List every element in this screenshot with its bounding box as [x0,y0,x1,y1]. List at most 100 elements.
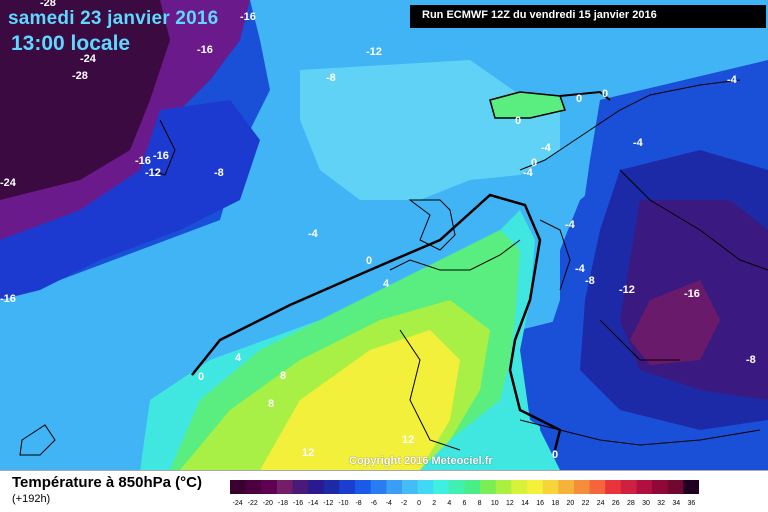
map-value-label: 12 [402,434,414,446]
run-info-box [410,5,766,28]
scale-swatch [433,480,450,494]
map-value-label: -8 [585,275,595,287]
zone-pale-cyan [300,60,560,200]
scale-tick-label: 18 [551,500,559,507]
map-value-label: -8 [746,354,756,366]
copyright-notice: Copyright 2016 Meteociel.fr [349,455,493,467]
zone-blue-west [0,100,260,300]
scale-tick-label: -16 [293,500,303,507]
color-scale: -24 -22 -20 -18 -16 -14 -12 -10 -8 -6 -4 -2 0 2 4 6 8 10 1… [230,480,699,507]
scale-tick-label: 32 [657,500,665,507]
map-value-label: -12 [619,284,635,296]
map-value-label: 4 [235,352,242,364]
run-info-text: Run ECMWF 12Z du vendredi 15 janvier 201… [422,9,657,21]
map-value-label: 8 [280,370,286,382]
scale-tick-label: -6 [371,500,377,507]
temperature-map: -28 -16 -24 -28 -16 -12 -8 -16 -16 -12 -… [0,0,768,470]
scale-swatch [245,480,262,494]
map-value-label: -4 [727,74,738,86]
zone-east-magenta [630,280,720,365]
scale-tick-label: 14 [521,500,529,507]
map-value-label: -24 [0,177,17,189]
scale-swatch [370,480,387,494]
isotherm-zero-main [191,193,562,451]
scale-swatch [386,480,403,494]
scale-tick-label: -4 [386,500,392,507]
scale-swatch [558,480,575,494]
scale-tick-label: 2 [432,500,436,507]
scale-swatch [417,480,434,494]
scale-tick-label: 6 [463,500,467,507]
map-value-label: -16 [197,44,213,56]
map-value-label: -24 [80,53,97,65]
scale-swatch [683,480,699,494]
map-value-label: 0 [576,93,582,105]
scale-tick-label: -14 [308,500,318,507]
scale-tick-label: -18 [278,500,288,507]
map-value-label: -16 [153,150,169,162]
map-value-label: -4 [575,263,586,275]
scale-swatch [292,480,309,494]
scale-swatch [605,480,622,494]
scale-tick-label: 0 [417,500,421,507]
scale-swatch [464,480,481,494]
map-value-label: -12 [366,46,382,58]
scale-swatch [542,480,559,494]
scale-tick-label: -10 [338,500,348,507]
map-value-label: 12 [302,447,314,459]
map-value-label: -4 [565,219,576,231]
coastlines [19,79,768,456]
scale-swatch [511,480,528,494]
scale-tick-label: -24 [232,500,242,507]
legend-title: Température à 850hPa (°C) [12,474,202,491]
scale-swatch [401,480,419,494]
scale-swatch [480,480,497,494]
map-value-label: -28 [72,70,88,82]
forecast-time: 13:00 locale [11,32,131,55]
map-value-label: 0 [366,255,372,267]
scale-tick-label: 34 [672,500,680,507]
scale-tick-label: -2 [401,500,407,507]
map-value-label: -16 [0,293,16,305]
map-value-label: 8 [268,398,274,410]
map-value-label: -8 [326,72,336,84]
map-value-label: -16 [135,155,151,167]
scale-swatch [261,480,278,494]
scale-swatch [355,480,372,494]
scale-swatch [573,480,591,494]
scale-tick-label: 22 [582,500,590,507]
scale-tick-label: 20 [567,500,575,507]
map-value-label: -16 [240,11,256,23]
map-value-label: 0 [198,371,204,383]
map-value-label: -12 [145,167,161,179]
map-value-label: 0 [531,157,537,169]
scale-swatch [308,480,325,494]
zone-yellow [260,330,460,470]
scale-tick-label: 10 [491,500,499,507]
scale-swatch [636,480,653,494]
map-value-label: -4 [523,167,534,179]
isotherm-zero-north [559,90,611,101]
scale-tick-label: 30 [642,500,650,507]
map-value-label: -28 [40,0,56,9]
scale-tick-label: 4 [447,500,451,507]
scale-swatch [339,480,356,494]
legend-subtitle: (+192h) [12,493,51,505]
zone-very-cold-greenland [0,0,170,200]
scale-tick-label: 8 [478,500,482,507]
scale-swatch [667,480,684,494]
map-value-label: -4 [541,142,552,154]
scale-swatch [495,480,512,494]
map-labels: -28 -16 -24 -28 -16 -12 -8 -16 -16 -12 -… [0,0,756,461]
map-value-label: 0 [602,88,608,100]
scale-swatch [230,480,247,494]
scale-swatch [323,480,340,494]
scale-swatch [620,480,637,494]
map-value-label: 4 [383,278,390,290]
map-value-label: 0 [515,115,521,127]
forecast-date: samedi 23 janvier 2016 [8,8,219,29]
scale-swatch [448,480,465,494]
scale-tick-label: -12 [323,500,333,507]
scale-tick-label: 26 [612,500,620,507]
scale-tick-label: -8 [355,500,361,507]
